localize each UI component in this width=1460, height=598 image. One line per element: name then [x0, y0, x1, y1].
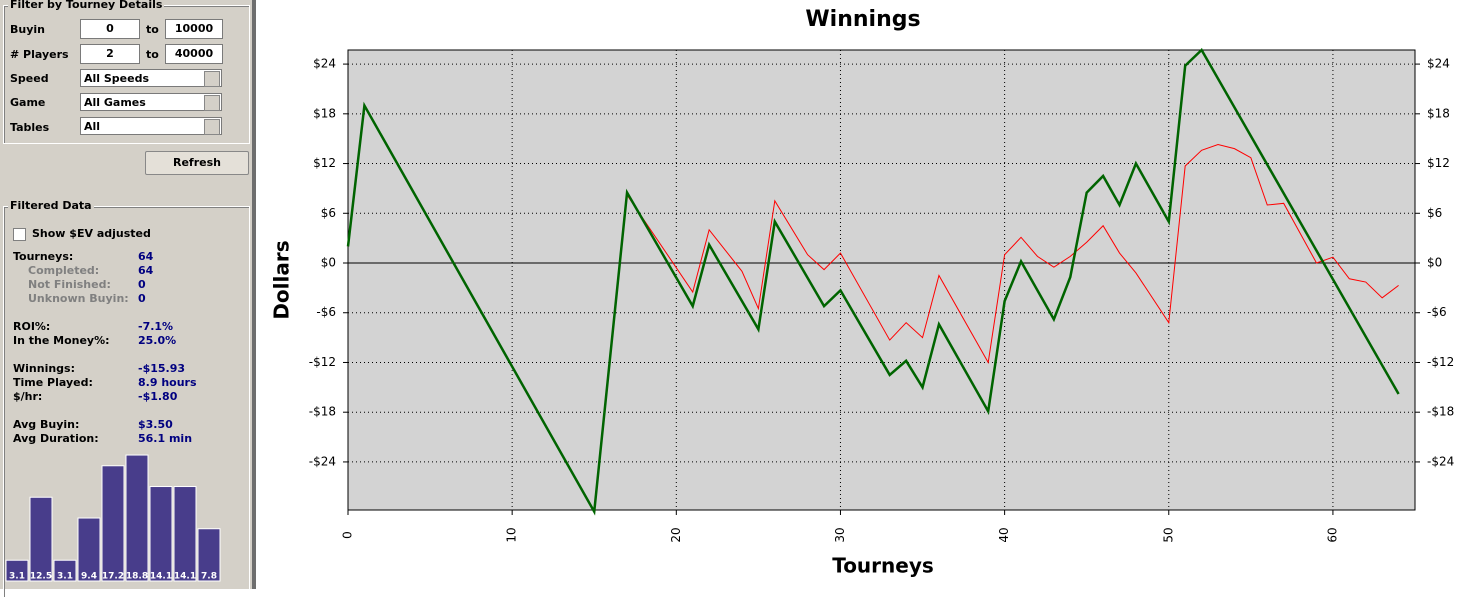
x-tick-label: 30	[833, 527, 847, 542]
stat-value: 56.1 min	[138, 432, 193, 445]
stat-label: Completed:	[28, 264, 100, 277]
divider	[252, 0, 256, 589]
select[interactable]: All Speeds	[80, 69, 222, 87]
checkbox[interactable]	[13, 228, 26, 241]
stat-label: ROI%:	[13, 320, 51, 333]
bar	[53, 559, 77, 582]
series-line	[347, 103, 1399, 514]
x-tick-label: 0	[341, 531, 355, 539]
buyin-min[interactable]: 0	[80, 19, 140, 39]
stat-value: 0	[138, 278, 146, 291]
stat-label: Avg Duration:	[13, 432, 99, 445]
x-tick-label: 50	[1161, 527, 1175, 542]
y-tick-label: -$12	[1427, 355, 1454, 369]
bar	[149, 486, 173, 582]
stat-label: In the Money%:	[13, 334, 110, 347]
y-tick-label: $12	[313, 156, 336, 170]
y-tick-label: $6	[1427, 206, 1442, 220]
bar	[197, 528, 221, 582]
y-tick-label: -$12	[309, 355, 336, 369]
buyin-max[interactable]: 10000	[165, 19, 223, 39]
bar-value-label: 3.1	[57, 572, 73, 582]
filtered-title: Filtered Data	[8, 199, 94, 212]
bar	[5, 559, 29, 582]
buyin-label: Buyin	[10, 23, 45, 36]
stat-value: 25.0%	[138, 334, 177, 347]
y-tick-label: -$24	[1427, 454, 1454, 468]
stat-label: $/hr:	[13, 390, 43, 403]
players-label: # Players	[10, 48, 69, 61]
y-tick-label: $0	[321, 256, 336, 270]
stat-label: Not Finished:	[28, 278, 111, 291]
select-label: Tables	[10, 121, 50, 134]
stat-value: -7.1%	[138, 320, 174, 333]
y-tick-label: $18	[313, 106, 336, 120]
filter-title: Filter by Tourney Details	[8, 0, 165, 11]
checkbox-label: Show $EV adjusted	[32, 227, 151, 240]
bar-value-label: 18.8	[126, 572, 148, 582]
bar	[101, 465, 125, 582]
bar-value-label: 9.4	[81, 572, 97, 582]
players-min[interactable]: 2	[80, 44, 140, 64]
stat-label: Winnings:	[13, 362, 75, 375]
to-label: to	[146, 48, 159, 61]
stat-value: 64	[138, 264, 154, 277]
to-label: to	[146, 23, 159, 36]
y-tick-label: $6	[321, 206, 336, 220]
select[interactable]: All Games	[80, 93, 222, 111]
y-tick-label: -$6	[1427, 305, 1447, 319]
bar-value-label: 17.2	[102, 572, 124, 582]
stat-label: Avg Buyin:	[13, 418, 80, 431]
y-tick-label: $18	[1427, 106, 1450, 120]
select[interactable]: All	[80, 117, 222, 135]
bar-value-label: 12.5	[30, 572, 52, 582]
select-label: Speed	[10, 72, 49, 85]
y-axis-label: Dollars	[270, 240, 294, 319]
stat-value: $3.50	[138, 418, 173, 431]
x-tick-label: 60	[1325, 527, 1339, 542]
stat-value: 64	[138, 250, 154, 263]
x-axis-label: Tourneys	[832, 554, 934, 578]
bar-value-label: 14.1	[174, 572, 196, 582]
stat-label: Tourneys:	[13, 250, 74, 263]
stat-value: 8.9 hours	[138, 376, 197, 389]
y-tick-label: -$24	[309, 454, 336, 468]
stat-label: Time Played:	[13, 376, 93, 389]
y-tick-label: -$18	[1427, 405, 1454, 419]
stat-label: Unknown Buyin:	[28, 292, 129, 305]
bar	[77, 517, 101, 582]
stat-value: -$15.93	[138, 362, 186, 375]
y-tick-label: -$18	[309, 405, 336, 419]
bar	[29, 496, 53, 582]
x-tick-label: 20	[669, 527, 683, 542]
refresh-button[interactable]: Refresh	[145, 151, 249, 175]
y-tick-label: $0	[1427, 256, 1442, 270]
bar-value-label: 7.8	[201, 572, 217, 582]
players-max[interactable]: 40000	[165, 44, 223, 64]
bar-value-label: 14.1	[150, 572, 172, 582]
chart-title: Winnings	[805, 7, 920, 32]
y-tick-label: $24	[1427, 57, 1450, 71]
bar	[125, 454, 149, 582]
x-tick-label: 40	[997, 527, 1011, 542]
y-tick-label: -$6	[316, 305, 336, 319]
bar	[173, 486, 197, 582]
x-tick-label: 10	[505, 527, 519, 542]
y-tick-label: $24	[313, 57, 336, 71]
bar-value-label: 3.1	[9, 572, 25, 582]
series-line	[346, 47, 1400, 516]
select-label: Game	[10, 96, 46, 109]
stat-value: -$1.80	[138, 390, 178, 403]
plot-area	[347, 49, 1416, 511]
y-tick-label: $12	[1427, 156, 1450, 170]
stat-value: 0	[138, 292, 146, 305]
